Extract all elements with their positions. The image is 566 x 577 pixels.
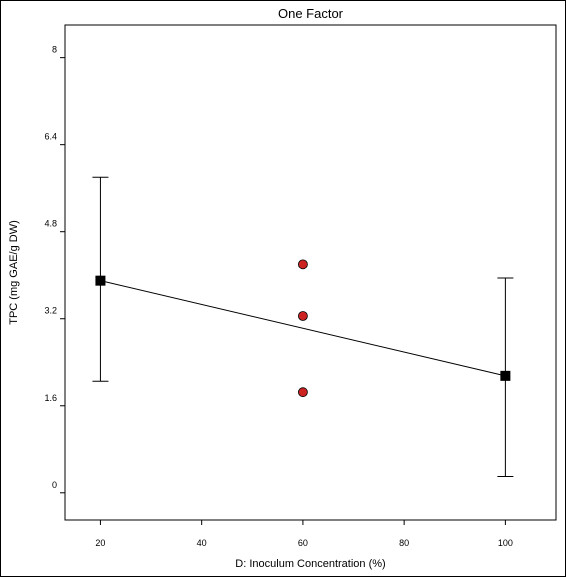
fit-line	[100, 280, 506, 377]
y-tick-label: 0	[52, 480, 57, 490]
x-tick-label: 40	[197, 538, 207, 548]
y-tick-label: 3.2	[44, 306, 57, 316]
design-point	[298, 311, 308, 321]
factor-point-square	[95, 275, 106, 286]
x-tick-label: 20	[95, 538, 105, 548]
y-tick-label: 6.4	[44, 132, 57, 142]
design-point	[298, 387, 308, 398]
plot-area	[64, 24, 557, 521]
x-axis-ticks: 20 40 60 80 100	[95, 520, 513, 548]
y-tick-label: 4.8	[44, 219, 57, 229]
x-tick-label: 100	[498, 538, 513, 548]
factor-point-square	[500, 370, 511, 381]
x-axis-label: D: Inoculum Concentration (%)	[235, 558, 385, 570]
error-bars	[92, 176, 514, 477]
x-tick-label: 60	[298, 538, 308, 548]
data-points	[95, 259, 511, 398]
x-tick-label: 80	[399, 538, 409, 548]
y-axis-label: TPC (mg GAE/g DW)	[8, 220, 20, 325]
y-tick-label: 1.6	[44, 393, 57, 403]
chart-title: One Factor	[278, 6, 344, 21]
design-point	[298, 259, 308, 270]
y-axis-ticks: 0 1.6 3.2 4.8 6.4 8	[44, 45, 65, 494]
y-tick-label: 8	[52, 45, 57, 55]
